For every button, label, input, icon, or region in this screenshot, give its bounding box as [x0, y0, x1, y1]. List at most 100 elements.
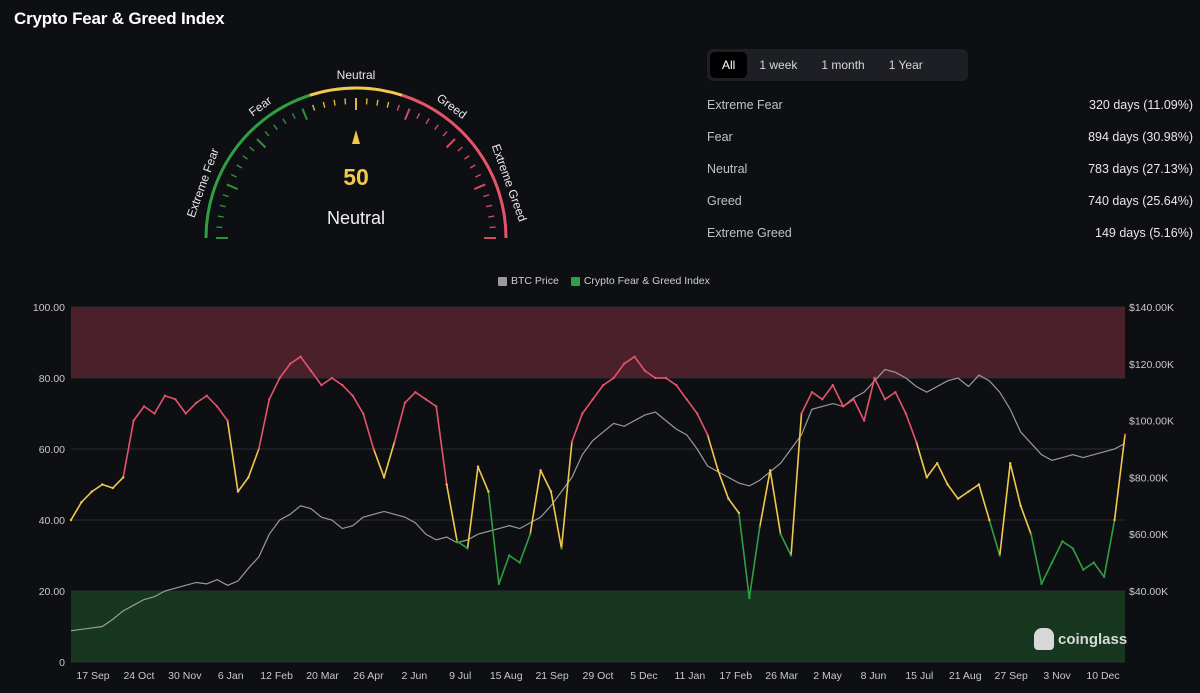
fgi-line-segment [550, 491, 563, 549]
fgi-line-segment [102, 483, 114, 489]
fgi-line-segment [706, 434, 719, 471]
fgi-point [654, 376, 657, 380]
tab-1-week[interactable]: 1 week [759, 58, 798, 72]
fgi-point [1102, 575, 1106, 578]
fgi-line-segment [132, 405, 145, 422]
fgi-line-segment [477, 466, 490, 492]
x-tick-label: 2 May [813, 670, 842, 682]
fgi-point [153, 412, 156, 415]
fgi-point [351, 394, 354, 397]
fgi-line-segment [539, 469, 552, 492]
fgi-line-segment [738, 512, 751, 599]
fgi-line-segment [852, 398, 865, 421]
legend-swatch [498, 276, 507, 286]
fgi-point [977, 483, 981, 486]
fgi-line-segment [237, 476, 250, 493]
fgi-line-segment [832, 384, 844, 407]
chart-zone-band [71, 591, 1125, 662]
y-tick-label-left: 40.00 [39, 515, 65, 527]
fgi-point [80, 501, 83, 504]
fgi-point [226, 419, 229, 422]
fgi-point [810, 391, 814, 394]
fgi-line-segment [80, 491, 93, 503]
fgi-point [602, 383, 605, 387]
fgi-point [1071, 547, 1075, 550]
fgi-point [821, 398, 824, 401]
y-tick-label-left: 100.00 [33, 302, 65, 314]
fgi-line-segment [811, 391, 823, 400]
gauge-tick [219, 204, 226, 208]
fgi-point [497, 582, 501, 586]
fgi-point [842, 405, 845, 408]
fgi-line-segment [122, 420, 135, 478]
tab-1-month[interactable]: 1 month [821, 58, 865, 72]
gauge-tick [475, 173, 482, 178]
fgi-point [299, 355, 302, 358]
fgi-line-segment [1113, 434, 1126, 521]
x-tick-label: 26 Mar [765, 670, 798, 682]
fgi-line-segment [143, 405, 155, 415]
fgi-point [1061, 540, 1064, 543]
legend-fear-greed[interactable]: Crypto Fear & Greed Index [570, 275, 710, 287]
fgi-point [205, 394, 208, 397]
fgi-line-segment [957, 490, 969, 500]
fgi-line-segment [70, 501, 83, 521]
fgi-line-segment [466, 466, 479, 549]
fgi-point [873, 376, 876, 380]
fgi-line-segment [842, 398, 855, 408]
gauge-tick [249, 146, 255, 152]
fgi-point [1040, 582, 1043, 586]
fgi-point [195, 401, 198, 405]
fgi-point [549, 490, 553, 493]
gauge-tick [473, 183, 486, 190]
fgi-line-segment [926, 462, 938, 478]
stat-value: 320 days (11.09%) [1089, 98, 1193, 112]
fgi-line-segment [758, 470, 771, 528]
y-tick-label-right: $140.00K [1129, 302, 1174, 314]
fgi-point [215, 405, 219, 408]
fgi-point [1019, 504, 1022, 507]
stat-value: 740 days (25.64%) [1088, 194, 1193, 208]
fgi-point [967, 490, 970, 493]
legend-btc-price[interactable]: BTC Price [498, 275, 559, 287]
fgi-point [1123, 433, 1127, 436]
stat-value: 783 days (27.13%) [1088, 162, 1193, 176]
fgi-line-segment [998, 463, 1012, 556]
gauge-tick [273, 124, 278, 131]
gauge-tick [486, 204, 493, 208]
fgi-point [581, 412, 584, 415]
gauge-tick [256, 138, 267, 149]
fgi-line-segment [331, 377, 343, 386]
fgi-point [320, 383, 323, 387]
fgi-point [831, 383, 835, 387]
y-tick-label-left: 20.00 [39, 586, 65, 598]
fgi-line-segment [445, 484, 458, 542]
fgi-line-segment [299, 356, 312, 372]
fgi-point [1029, 533, 1033, 536]
btc-price-line [70, 368, 1126, 632]
fgi-point [382, 476, 386, 479]
fgi-point [622, 362, 626, 365]
fgi-line-segment [226, 420, 239, 492]
fgi-point [779, 533, 782, 536]
fgi-point [101, 483, 104, 486]
fear-greed-chart: 0 20.00 40.00 60.00 80.00 100.00 $40.00K $60.00… [33, 302, 1174, 682]
x-tick-label: 11 Jan [674, 670, 705, 682]
fgi-point [508, 554, 511, 557]
fgi-point [257, 447, 261, 451]
gauge-tick [404, 108, 411, 121]
x-tick-label: 5 Dec [630, 670, 657, 682]
fgi-point [664, 376, 668, 380]
stat-row-neutral: Neutral 783 days (27.13%) [707, 160, 1193, 192]
fgi-line-segment [779, 533, 792, 556]
fgi-point [184, 412, 187, 415]
fgi-line-segment [352, 395, 364, 414]
x-tick-label: 21 Sep [535, 670, 568, 682]
tab-1-year[interactable]: 1 Year [888, 58, 923, 72]
tab-all[interactable]: All [710, 52, 748, 78]
fgi-point [956, 497, 960, 500]
x-tick-label: 15 Jul [905, 670, 933, 682]
fgi-point [393, 440, 396, 444]
fgi-line-segment [414, 391, 427, 400]
